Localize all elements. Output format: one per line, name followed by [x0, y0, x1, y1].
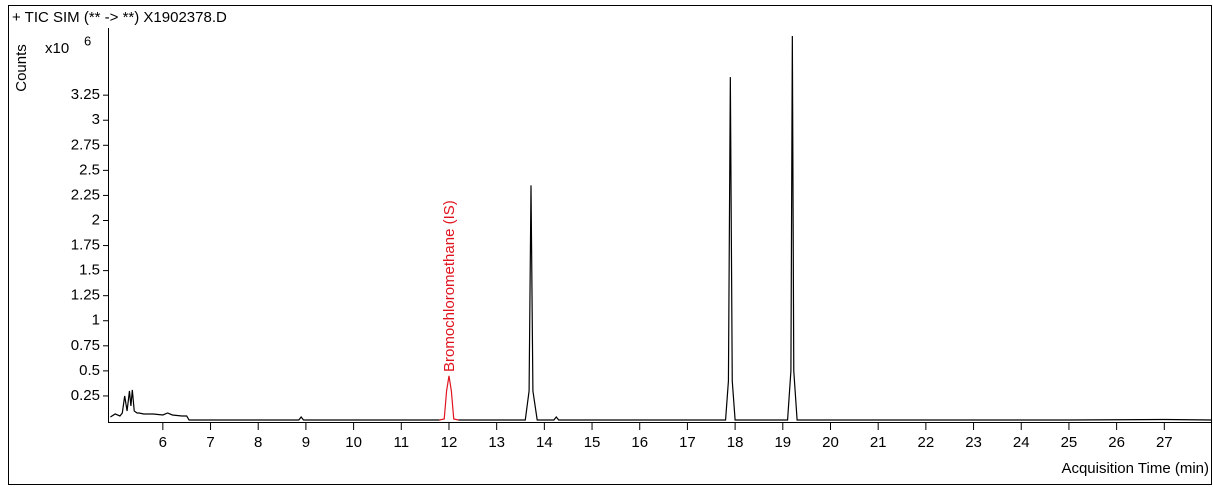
y-tick-label: 2.25: [71, 186, 100, 203]
x-tick-label: 20: [822, 434, 839, 451]
y-tick-label: 0.25: [71, 387, 100, 404]
x-tick-label: 25: [1061, 434, 1078, 451]
trace: [110, 36, 1213, 421]
x-tick-label: 13: [488, 434, 505, 451]
x-tick-label: 8: [254, 434, 262, 451]
x-tick-label: 16: [631, 434, 648, 451]
x-tick-label: 17: [679, 434, 696, 451]
chart-title: + TIC SIM (** -> **) X1902378.D: [12, 9, 227, 26]
x-tick-label: 27: [1156, 434, 1173, 451]
y-axis-label: Counts: [13, 44, 30, 92]
x-tick-label: 15: [584, 434, 601, 451]
y-tick-label: 0.75: [71, 337, 100, 354]
trace: [439, 375, 459, 421]
y-tick-label: 3.25: [71, 86, 100, 103]
y-tick-label: 1.75: [71, 237, 100, 254]
peak-annotation: Bromochloromethane (IS): [441, 200, 458, 372]
x-tick-label: 19: [774, 434, 791, 451]
x-tick-label: 18: [727, 434, 744, 451]
y-tick-label: 2.5: [79, 161, 100, 178]
x-tick-label: 24: [1013, 434, 1030, 451]
x-tick-label: 9: [302, 434, 310, 451]
x-tick-label: 14: [536, 434, 553, 451]
y-tick-label: 2.75: [71, 136, 100, 153]
x-tick-label: 26: [1108, 434, 1125, 451]
y-tick-label: 2: [92, 211, 100, 228]
y-tick-label: 0.5: [79, 362, 100, 379]
x-tick-label: 10: [345, 434, 362, 451]
y-tick-label: 1.5: [79, 262, 100, 279]
x-tick-label: 12: [441, 434, 458, 451]
x-tick-label: 11: [393, 434, 409, 451]
x-axis-label: Acquisition Time (min): [1061, 460, 1209, 477]
y-tick-label: 1: [92, 312, 100, 329]
y-multiplier-exponent: 6: [84, 33, 91, 48]
y-tick-label: 3: [92, 111, 100, 128]
x-tick-label: 6: [159, 434, 167, 451]
x-tick-label: 21: [870, 434, 887, 451]
y-multiplier: x10: [45, 40, 69, 57]
x-tick-label: 7: [206, 434, 214, 451]
frame: [8, 5, 1212, 485]
x-tick-label: 22: [918, 434, 935, 451]
y-tick-label: 1.25: [71, 287, 100, 304]
x-tick-label: 23: [965, 434, 982, 451]
